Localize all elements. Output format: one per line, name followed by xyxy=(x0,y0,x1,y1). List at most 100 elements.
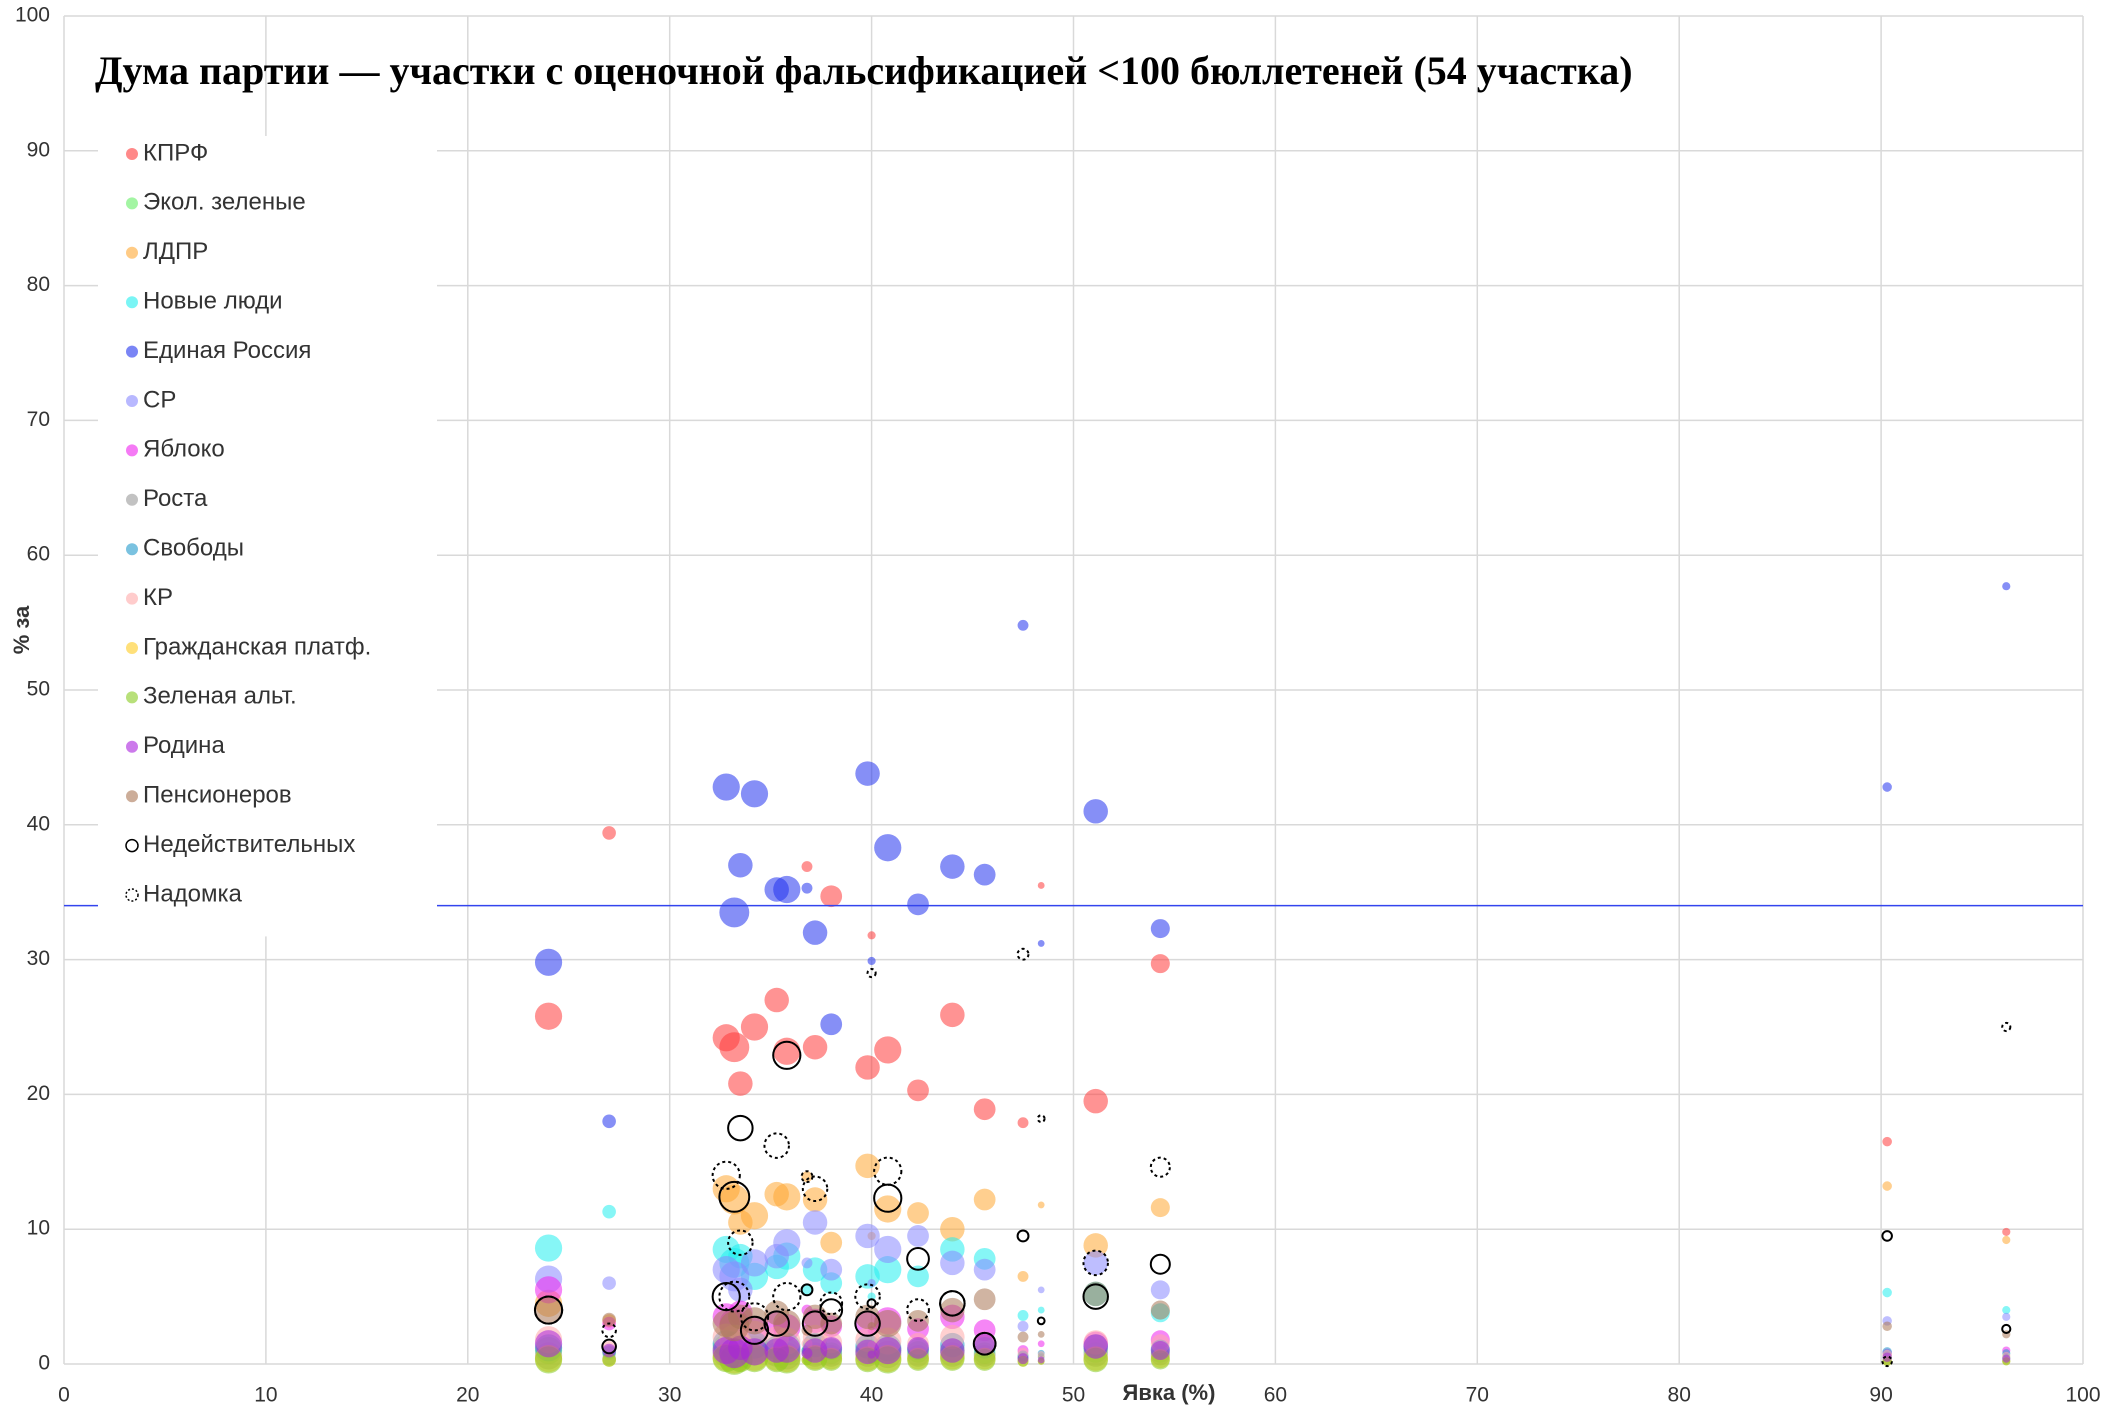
bubble xyxy=(740,1338,769,1366)
bubble xyxy=(1149,1253,1171,1275)
legend-marker xyxy=(126,197,138,210)
bubble xyxy=(801,1284,813,1296)
bubble xyxy=(820,1258,843,1281)
bubble xyxy=(534,1296,563,1324)
bubble xyxy=(802,1187,828,1212)
bubble xyxy=(1150,954,1170,974)
bubble xyxy=(939,1290,966,1317)
bubble xyxy=(601,1322,617,1339)
bubble xyxy=(820,1013,843,1036)
bubble xyxy=(1036,1316,1046,1326)
bubble xyxy=(907,1265,929,1288)
bubble xyxy=(1083,1334,1108,1359)
bubble xyxy=(773,875,801,904)
legend-label: Яблоко xyxy=(143,436,225,463)
legend-marker xyxy=(126,543,138,556)
bubble xyxy=(855,1223,880,1249)
bubble xyxy=(1017,1320,1029,1332)
legend-marker xyxy=(126,740,138,753)
bubble xyxy=(1150,919,1170,939)
bubble xyxy=(874,1036,902,1064)
bubble xyxy=(907,893,929,916)
bubble xyxy=(1083,799,1108,824)
y-tick-label: 100 xyxy=(15,4,50,27)
bubble xyxy=(801,1175,829,1203)
bubble xyxy=(1037,882,1045,889)
legend-marker xyxy=(126,592,138,605)
x-tick-label: 20 xyxy=(456,1384,479,1407)
bubble xyxy=(940,1002,965,1028)
y-tick-label: 80 xyxy=(27,273,50,296)
legend-marker xyxy=(126,296,138,309)
legend-marker xyxy=(126,790,138,803)
bubble xyxy=(867,956,876,966)
bubble xyxy=(1882,1321,1892,1332)
bubble xyxy=(763,1132,790,1159)
bubble xyxy=(1882,1181,1892,1191)
legend-label: Новые люди xyxy=(143,288,283,315)
bubble xyxy=(1017,1117,1029,1129)
bubble xyxy=(855,1153,880,1179)
legend-label: Зеленая альт. xyxy=(143,683,297,710)
legend-label: КР xyxy=(143,584,173,611)
bubble xyxy=(873,1156,903,1186)
bubble xyxy=(1037,1356,1045,1364)
y-tick-label: 30 xyxy=(27,947,50,970)
bubble xyxy=(940,854,965,879)
bubble xyxy=(728,853,753,878)
x-tick-label: 40 xyxy=(860,1384,883,1407)
legend-label: Свободы xyxy=(143,535,244,562)
bubble xyxy=(1036,1114,1046,1124)
y-tick-label: 20 xyxy=(27,1082,50,1105)
bubble xyxy=(940,1338,965,1363)
bubble xyxy=(2002,1227,2011,1236)
x-tick-label: 80 xyxy=(1668,1384,1691,1407)
bubble xyxy=(819,1298,844,1322)
bubble xyxy=(602,1343,616,1358)
legend-label: Экол. зеленые xyxy=(143,189,306,216)
bubble xyxy=(602,1114,616,1129)
y-tick-label: 40 xyxy=(27,812,50,835)
bubble xyxy=(1017,1310,1029,1321)
bubble xyxy=(2002,1235,2011,1245)
bubble xyxy=(1037,1286,1045,1294)
bubble xyxy=(1150,1198,1170,1218)
bubble xyxy=(1881,1355,1893,1368)
bubble xyxy=(907,1336,929,1359)
bubble xyxy=(820,885,843,908)
bubble xyxy=(973,1349,996,1371)
bubble xyxy=(1037,1306,1045,1314)
bubble xyxy=(1149,1156,1171,1178)
x-tick-label: 10 xyxy=(254,1384,277,1407)
bubble xyxy=(1037,1330,1045,1338)
bubble xyxy=(773,1229,801,1257)
bubble xyxy=(820,1231,843,1254)
bubble xyxy=(973,1288,996,1311)
bubble xyxy=(1016,1229,1030,1243)
legend-box xyxy=(98,136,437,937)
overlay: КПРФ Экол. зеленые ЛДПР Новые люди Единая Ро… xyxy=(64,136,2083,937)
bubble xyxy=(820,1336,843,1359)
legend-marker xyxy=(125,888,139,902)
bubble xyxy=(874,1336,902,1365)
bubble xyxy=(1083,1281,1108,1307)
bubble xyxy=(906,1246,930,1271)
bubble xyxy=(2002,582,2011,591)
bubble xyxy=(867,1279,876,1288)
bubble xyxy=(711,1160,741,1190)
bubble xyxy=(740,1013,769,1041)
bubble xyxy=(534,1002,563,1030)
x-tick-label: 90 xyxy=(1869,1384,1892,1407)
legend-marker xyxy=(126,642,138,654)
legend-marker xyxy=(126,493,138,506)
bubble xyxy=(874,1309,902,1338)
x-tick-label: 50 xyxy=(1062,1384,1085,1407)
bubble xyxy=(728,1277,753,1303)
bubble xyxy=(801,882,813,894)
bubble xyxy=(727,1229,754,1256)
bubble xyxy=(773,1335,801,1363)
bubble xyxy=(972,1331,997,1356)
bubble xyxy=(718,1280,751,1313)
legend-label: Недействительных xyxy=(143,831,355,858)
